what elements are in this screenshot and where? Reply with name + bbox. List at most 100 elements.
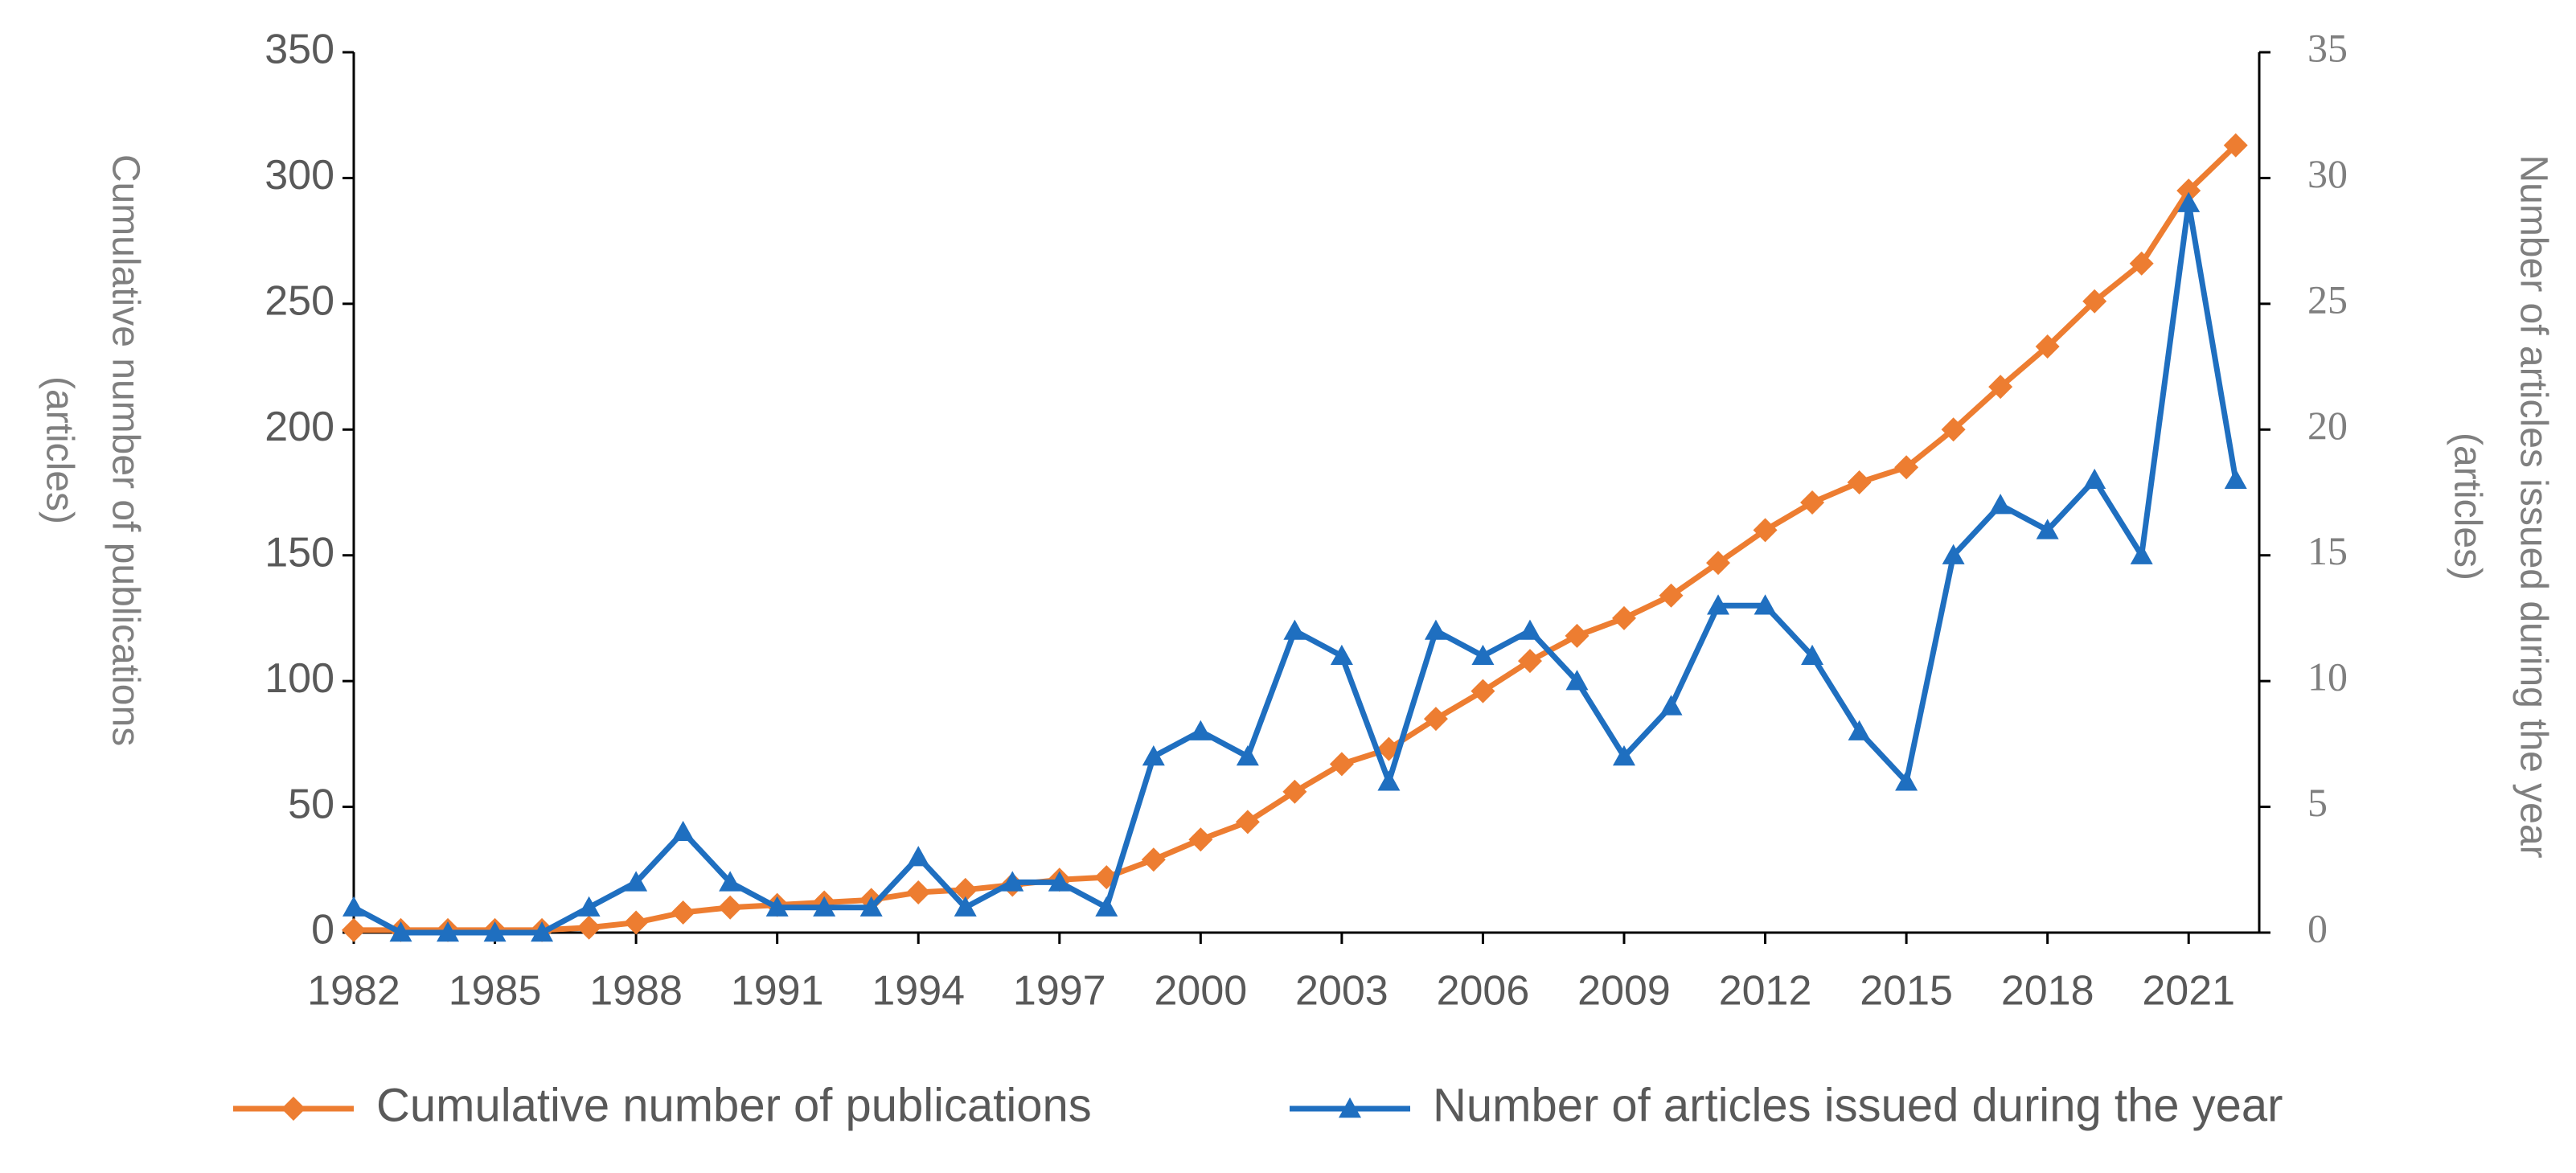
data-point (1895, 770, 1918, 791)
data-point (1048, 871, 1071, 892)
data-point (625, 871, 648, 892)
y-tick-label: 150 (265, 529, 334, 576)
data-point (1330, 644, 1353, 666)
data-point (719, 871, 742, 892)
data-point (1894, 455, 1919, 480)
x-tick-label: 1991 (731, 968, 824, 1015)
data-point (1518, 619, 1541, 640)
data-point (1941, 417, 1966, 442)
y-axis-title: (articles) (38, 376, 80, 524)
data-point (1282, 779, 1307, 804)
x-tick-label: 1982 (307, 968, 400, 1015)
legend-marker (1339, 1097, 1361, 1118)
series-line (352, 200, 2239, 936)
data-point (1189, 720, 1212, 740)
y-tick-label: 250 (265, 278, 334, 325)
y2-tick-label: 10 (2307, 654, 2348, 699)
data-point (1801, 644, 1824, 666)
x-tick-label: 2003 (1295, 968, 1388, 1015)
data-point (1142, 745, 1165, 766)
y2-tick-label: 15 (2307, 528, 2348, 573)
data-point (765, 896, 789, 917)
y2-tick-label: 30 (2307, 151, 2348, 196)
y2-axis-title: (articles) (2446, 433, 2488, 580)
y2-axis-title: Number of articles issued during the yea… (2512, 154, 2554, 858)
y-tick-label: 300 (265, 152, 334, 199)
legend-label: Number of articles issued during the yea… (1433, 1079, 2283, 1131)
y-tick-label: 200 (265, 404, 334, 450)
data-point (2035, 334, 2060, 359)
x-tick-label: 2015 (1860, 968, 1953, 1015)
data-point (2177, 191, 2201, 212)
x-tick-label: 2006 (1437, 968, 1530, 1015)
data-point (859, 896, 883, 917)
legend-marker (281, 1097, 306, 1121)
x-tick-label: 2021 (2142, 968, 2235, 1015)
data-point (953, 877, 978, 902)
data-point (1989, 494, 2012, 515)
data-point (1848, 720, 1871, 740)
data-point (906, 880, 931, 904)
data-point (343, 896, 365, 917)
x-tick-label: 2018 (2001, 968, 2094, 1015)
data-point (671, 820, 695, 842)
data-point (671, 900, 695, 925)
data-point (1424, 619, 1447, 640)
data-point (1612, 605, 1636, 630)
y-tick-label: 100 (265, 655, 334, 702)
data-point (1659, 583, 1684, 608)
data-point (2176, 178, 2201, 203)
data-point (1800, 490, 1825, 515)
data-point (2224, 468, 2247, 490)
y2-tick-label: 20 (2307, 403, 2348, 448)
x-tick-label: 1988 (589, 968, 683, 1015)
y-axis-title: Cumulative number of publications (104, 154, 146, 746)
x-tick-label: 2012 (1719, 968, 1812, 1015)
x-tick-label: 1985 (449, 968, 542, 1015)
data-point (1423, 707, 1448, 732)
y-tick-label: 0 (311, 907, 334, 954)
data-point (1706, 551, 1731, 576)
data-point (1141, 847, 1166, 872)
y2-tick-label: 35 (2307, 25, 2348, 70)
y2-tick-label: 25 (2307, 277, 2348, 322)
series-line (354, 143, 2238, 933)
data-point (1283, 619, 1306, 640)
data-point (576, 915, 601, 940)
y2-tick-label: 0 (2307, 905, 2328, 950)
y2-tick-label: 5 (2307, 780, 2328, 825)
data-point (2129, 251, 2154, 276)
data-point (1847, 470, 1872, 494)
x-tick-label: 1997 (1013, 968, 1106, 1015)
data-point (1095, 896, 1118, 917)
data-point (813, 896, 836, 917)
data-point (1707, 594, 1730, 615)
data-point (531, 921, 554, 942)
y-tick-label: 350 (265, 27, 334, 73)
x-tick-label: 2000 (1154, 968, 1247, 1015)
data-point (1471, 679, 1495, 703)
x-tick-label: 1994 (872, 968, 965, 1015)
data-point (2223, 133, 2248, 158)
data-point (1188, 827, 1213, 852)
data-point (342, 917, 366, 942)
data-point (1517, 649, 1542, 674)
data-point (1613, 745, 1635, 766)
data-point (389, 921, 412, 942)
data-point (1329, 752, 1354, 777)
data-point (2130, 543, 2153, 564)
data-point (2036, 519, 2059, 539)
data-point (577, 896, 601, 917)
data-point (907, 846, 930, 867)
data-point (954, 896, 977, 917)
data-point (437, 921, 460, 942)
data-point (1753, 518, 1778, 543)
data-point (1754, 594, 1777, 615)
data-point (1565, 670, 1589, 691)
data-point (1001, 871, 1024, 892)
data-point (2083, 468, 2106, 490)
data-point (1236, 745, 1259, 766)
legend-label: Cumulative number of publications (376, 1079, 1092, 1131)
data-point (483, 921, 507, 942)
